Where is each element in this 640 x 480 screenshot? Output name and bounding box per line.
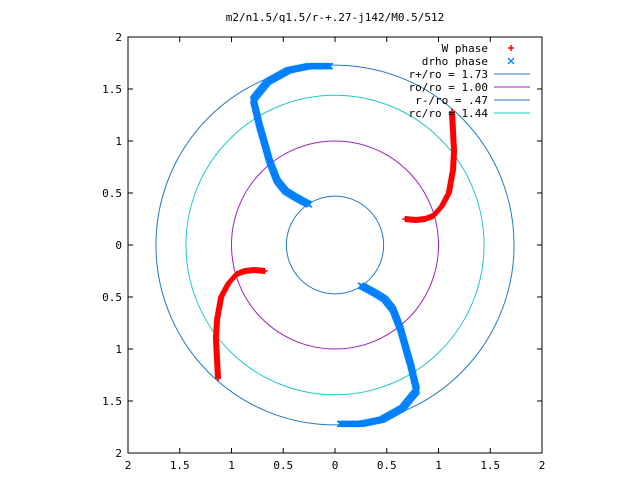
circle-1 xyxy=(231,140,439,350)
legend-label-1: drho phase xyxy=(422,55,488,68)
x-tick-labels: 2 1.5 1 0.5 0 0.5 1 1.5 2 xyxy=(125,459,546,472)
legend-marker-0 xyxy=(508,45,514,51)
x-tick-label-4: 0 xyxy=(332,459,339,472)
circles-layer xyxy=(155,64,515,426)
circle-3 xyxy=(185,94,485,396)
y-tick-label-7: 1.5 xyxy=(102,395,122,408)
legend-marker-1 xyxy=(507,57,515,65)
chart-title: m2/n1.5/q1.5/r-+.27-j142/M0.5/512 xyxy=(226,11,445,24)
drho-point-b-177 xyxy=(336,420,344,428)
legend-label-0: W phase xyxy=(442,42,488,55)
x-tick-label-8: 2 xyxy=(539,459,546,472)
x-tick-label-7: 1.5 xyxy=(480,459,500,472)
drho-point-a-175 xyxy=(323,62,331,70)
y-tick-labels: 2 1.5 1 0.5 0 0.5 1 1.5 2 xyxy=(102,31,122,460)
tick-marks xyxy=(127,36,543,454)
w-point-a-117 xyxy=(261,268,268,274)
x-tick-label-5: 0.5 xyxy=(377,459,397,472)
w-point-b-117 xyxy=(402,216,409,222)
y-tick-label-4: 0 xyxy=(115,239,122,252)
y-tick-label-1: 1.5 xyxy=(102,83,122,96)
x-tick-label-3: 0.5 xyxy=(273,459,293,472)
drho-point-a-176 xyxy=(325,62,333,70)
x-tick-label-2: 1 xyxy=(228,459,235,472)
y-tick-label-3: 0.5 xyxy=(102,187,122,200)
drho-point-b-176 xyxy=(337,420,345,428)
y-tick-label-6: 1 xyxy=(115,343,122,356)
drho-point-a-177 xyxy=(326,62,334,70)
legend-label-3: ro/ro = 1.00 xyxy=(409,81,488,94)
data-points xyxy=(212,62,458,428)
legend-label-4: r-/ro = .47 xyxy=(415,94,488,107)
legend-label-2: r+/ro = 1.73 xyxy=(409,68,488,81)
legend-label-5: rc/ro = 1.44 xyxy=(409,107,489,120)
x-tick-label-6: 1 xyxy=(435,459,442,472)
y-tick-label-8: 2 xyxy=(115,447,122,460)
y-tick-label-0: 2 xyxy=(115,31,122,44)
y-tick-label-5: 0.5 xyxy=(102,291,122,304)
x-tick-label-0: 2 xyxy=(125,459,132,472)
x-tick-label-1: 1.5 xyxy=(170,459,190,472)
y-tick-label-2: 1 xyxy=(115,135,122,148)
circle-2 xyxy=(285,195,385,295)
circle-0 xyxy=(155,64,515,426)
drho-point-b-175 xyxy=(339,420,347,428)
